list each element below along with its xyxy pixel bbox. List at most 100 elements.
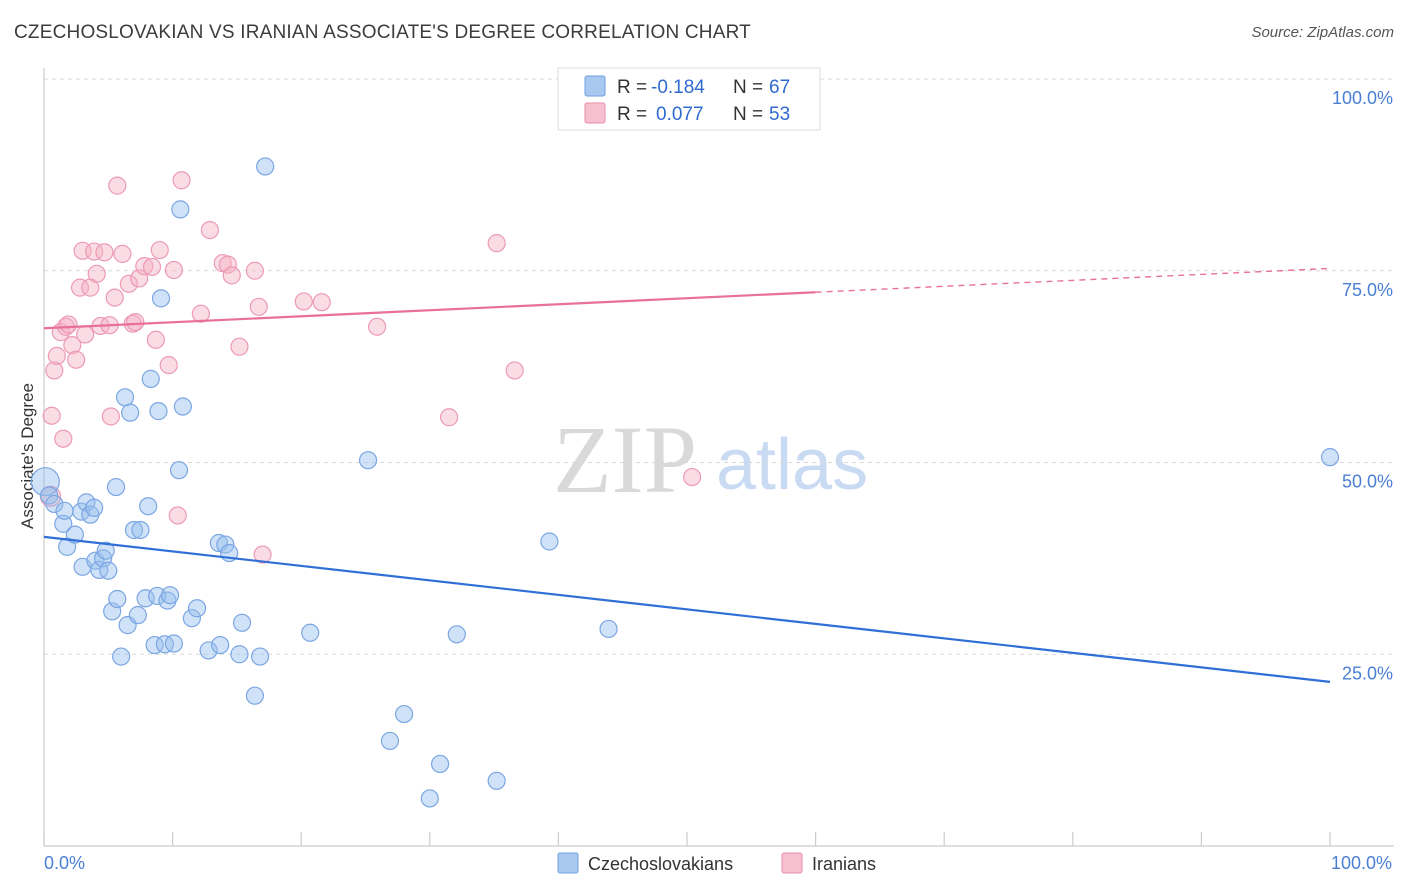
watermark-zip: ZIP — [553, 406, 697, 513]
iranians-trend-line — [43, 291, 816, 330]
iranians-point — [222, 266, 241, 285]
czechoslovakians-point — [30, 467, 60, 497]
czechoslovakians-point — [124, 520, 144, 540]
legend-swatch-czechoslovakians — [584, 75, 606, 97]
iranians-point — [45, 361, 64, 380]
legend-n-label-czechoslovakians: N = — [733, 77, 763, 98]
czechoslovakians-point — [430, 754, 450, 774]
czechoslovakians-point — [139, 497, 158, 516]
iranians-point — [683, 467, 702, 487]
iranians-point — [76, 325, 95, 344]
trend-lines — [43, 267, 1331, 683]
czechoslovakians-point — [599, 619, 618, 639]
czechoslovakians-point — [148, 586, 167, 606]
iranians-point — [42, 406, 61, 425]
iranians-point — [294, 292, 313, 311]
czechoslovakians-point — [487, 771, 506, 790]
czechoslovakians-point — [250, 647, 270, 666]
iranians-point — [253, 545, 272, 564]
czechoslovakians-point — [128, 606, 147, 625]
czechoslovakians-point — [182, 609, 201, 628]
source-credit: Source: ZipAtlas.com — [1251, 24, 1394, 41]
czechoslovakians-point — [149, 402, 168, 421]
watermark-atlas: atlas — [716, 425, 868, 505]
czechoslovakians-trend-line — [43, 535, 1331, 683]
iranians-points — [39, 69, 754, 564]
x-tick-label-min: 0.0% — [44, 853, 85, 873]
iranians-point — [70, 278, 90, 297]
czechoslovakians-point — [380, 731, 400, 751]
czechoslovakians-point — [394, 704, 414, 724]
bottom-legend-label-czechoslovakians: Czechoslovakians — [588, 854, 733, 874]
iranians-point — [159, 355, 178, 375]
czechoslovakians-point — [187, 599, 207, 618]
czechoslovakians-point — [171, 200, 190, 219]
legend-swatch-iranians — [584, 102, 606, 124]
iranians-point — [150, 240, 169, 260]
y-axis-title: Associate's Degree — [18, 383, 37, 529]
czechoslovakians-point — [112, 647, 131, 666]
iranians-point — [172, 171, 191, 190]
czechoslovakians-point — [145, 635, 164, 655]
legend-r-value-czechoslovakians: -0.184 — [651, 77, 705, 98]
czechoslovakians-point — [141, 369, 160, 388]
czechoslovakians-point — [211, 635, 230, 655]
iranians-point — [230, 337, 249, 356]
czechoslovakians-point — [136, 589, 155, 608]
gridlines — [44, 78, 1394, 655]
iranians-point — [142, 257, 162, 277]
y-tick-label: 75.0% — [1342, 280, 1393, 300]
czechoslovakians-point — [121, 403, 140, 422]
iranians-point — [249, 297, 268, 316]
czechoslovakians-point — [131, 520, 150, 540]
iranians-point — [191, 304, 210, 323]
czechoslovakians-point — [115, 388, 135, 407]
iranians-point — [67, 350, 86, 369]
legend-r-label-iranians: R = — [617, 104, 647, 125]
iranians-point — [135, 257, 154, 276]
watermark: ZIP atlas — [553, 406, 868, 513]
iranians-point — [85, 242, 104, 261]
iranians-point — [312, 293, 331, 312]
czechoslovakians-point — [45, 494, 64, 514]
czechoslovakians-point — [164, 634, 183, 653]
czechoslovakians-point — [256, 157, 275, 176]
y-tick-label: 100.0% — [1332, 88, 1393, 108]
iranians-point — [54, 429, 73, 448]
bottom-legend-swatch-czechoslovakians — [557, 852, 579, 874]
chart-title: CZECHOSLOVAKIAN VS IRANIAN ASSOCIATE'S D… — [14, 22, 751, 43]
iranians-point — [367, 317, 387, 336]
bottom-legend-label-iranians: Iranians — [812, 854, 876, 874]
y-tick-label: 50.0% — [1342, 472, 1393, 492]
czechoslovakians-point — [447, 625, 466, 644]
iranians-trend-line-extension — [815, 267, 1331, 293]
legend-n-value-iranians: 53 — [769, 104, 790, 125]
x-tick-label-max: 100.0% — [1331, 853, 1392, 873]
iranians-point — [487, 234, 506, 253]
legend-n-label-iranians: N = — [733, 104, 763, 125]
czechoslovakians-point — [54, 514, 73, 533]
czechoslovakians-point — [108, 589, 127, 609]
czechoslovakians-point — [199, 641, 218, 660]
iranians-point — [505, 361, 524, 380]
iranians-point — [439, 408, 459, 427]
bottom-legend-swatch-iranians — [781, 852, 803, 874]
iranians-point — [113, 244, 132, 263]
czechoslovakians-point — [420, 789, 439, 808]
iranians-point — [245, 261, 265, 280]
iranians-point — [200, 220, 219, 240]
iranians-point — [63, 336, 82, 355]
iranians-point — [168, 506, 187, 525]
czechoslovakians-point — [540, 532, 559, 551]
czechoslovakians-point — [160, 586, 180, 605]
czechoslovakians-point — [85, 498, 104, 517]
iranians-point — [105, 288, 124, 307]
iranians-point — [126, 313, 145, 332]
czechoslovakians-point — [169, 461, 189, 480]
czechoslovakians-point — [232, 613, 252, 632]
iranians-point — [101, 407, 120, 426]
iranians-point — [146, 330, 165, 349]
series-legend: Czechoslovakians Iranians — [557, 852, 876, 874]
czechoslovakians-point — [106, 477, 126, 497]
